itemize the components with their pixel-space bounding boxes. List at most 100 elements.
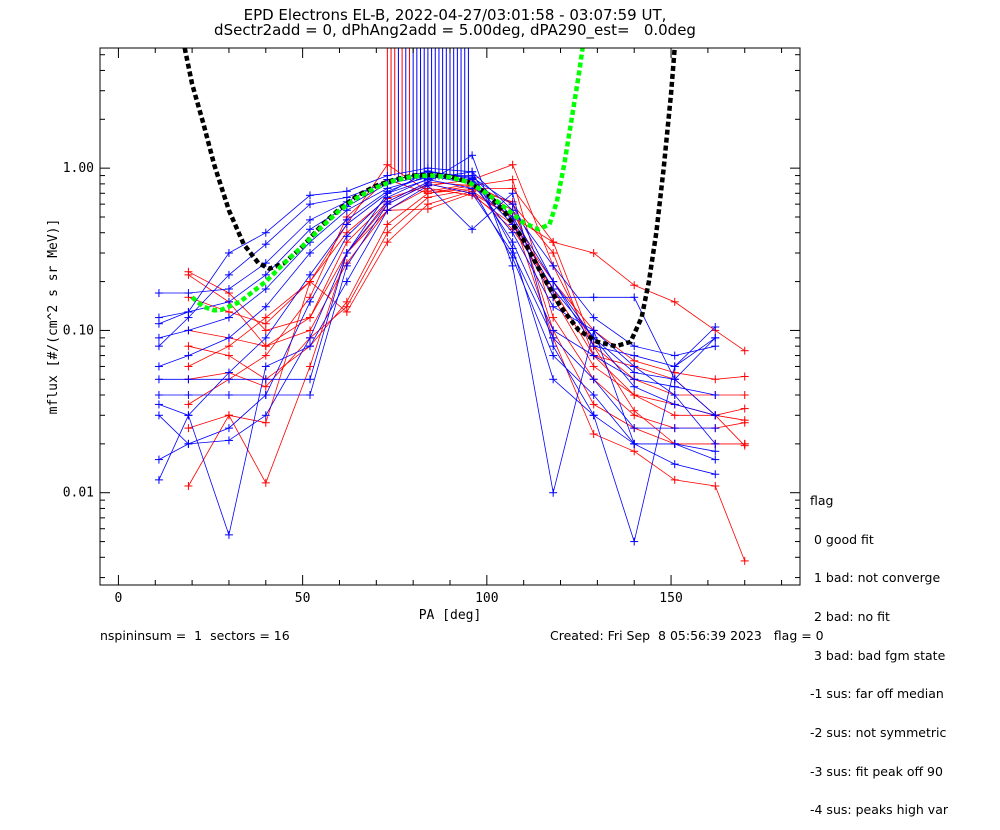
blue-spin-point — [711, 470, 720, 479]
blue-spin-point — [154, 375, 163, 384]
legend-item: 1 bad: not converge — [810, 570, 941, 586]
blue-spin-point — [184, 391, 193, 400]
blue-spin-point — [224, 436, 233, 445]
red-spin-point — [184, 482, 193, 491]
blue-spin-point — [261, 228, 270, 237]
blue-spin-point — [670, 400, 679, 409]
y-tick-label: 0.10 — [63, 323, 94, 338]
blue-spin-point — [549, 351, 558, 360]
red-spin-point — [740, 556, 749, 565]
chart-title-line2: dSectr2add = 0, dPhAng2add = 5.00deg, dP… — [214, 21, 696, 39]
red-spin-point — [508, 160, 517, 169]
blue-spin-point — [549, 326, 558, 335]
red-spin-point — [261, 342, 270, 351]
blue-spin-point — [306, 391, 314, 400]
blue-spin-point — [342, 249, 351, 258]
red-spin-point — [740, 416, 749, 425]
blue-spin-point — [261, 285, 270, 294]
blue-spin-point — [670, 439, 679, 448]
blue-spin-point — [423, 167, 432, 176]
red-spin-point — [383, 220, 392, 229]
blue-spin-point — [224, 424, 233, 433]
red-spin-point — [184, 270, 193, 279]
blue-spin-point — [670, 382, 679, 391]
blue-spin-point — [589, 391, 598, 400]
red-spin-line — [188, 164, 745, 396]
blue-spin-point — [306, 333, 314, 342]
blue-spin-point — [549, 261, 558, 270]
blue-spin-point — [342, 220, 351, 229]
blue-spin-point — [154, 391, 163, 400]
blue-spin-point — [154, 411, 163, 420]
blue-spin-point — [508, 244, 517, 253]
red-spin-point — [630, 391, 639, 400]
legend-item: 0 good fit — [810, 531, 874, 547]
red-spin-point — [508, 175, 517, 184]
blue-spin-point — [224, 530, 233, 539]
blue-spin-line — [158, 176, 716, 396]
y-tick-label: 1.00 — [63, 161, 94, 176]
red-spin-point — [630, 406, 639, 415]
blue-spin-point — [670, 351, 679, 360]
spike-lines — [386, 48, 469, 180]
red-spin-point — [306, 313, 314, 322]
blue-spin-point — [261, 333, 270, 342]
legend-item: -3 sus: fit peak off 90 — [810, 763, 943, 779]
blue-spin-point — [383, 197, 392, 206]
blue-spin-point — [306, 200, 314, 209]
blue-spin-point — [589, 313, 598, 322]
blue-spin-point — [670, 460, 679, 469]
footer-left: nspininsum = 1 sectors = 16 — [100, 628, 290, 643]
blue-spin-point — [306, 249, 314, 258]
blue-spin-point — [549, 277, 558, 286]
legend-item: -2 sus: not symmetric — [810, 725, 947, 741]
red-spin-point — [549, 238, 558, 247]
blue-spin-point — [711, 447, 720, 456]
blue-spin-point — [224, 285, 233, 294]
blue-spin-point — [261, 362, 270, 371]
series-layer — [154, 151, 749, 565]
blue-spin-point — [224, 333, 233, 342]
pitch-angle-chart: 0 50 100 150 0.01 0.10 1.00 PA [deg] mflux [#/(c… — [46, 47, 801, 623]
blue-spin-line — [158, 183, 716, 429]
red-spin-point — [589, 400, 598, 409]
blue-spin-point — [549, 342, 558, 351]
blue-spin-point — [549, 333, 558, 342]
blue-spin-point — [589, 342, 598, 351]
blue-spin-point — [184, 351, 193, 360]
blue-spin-point — [154, 400, 163, 409]
red-spin-point — [261, 382, 270, 391]
blue-spin-point — [154, 333, 163, 342]
blue-spin-point — [711, 411, 720, 420]
blue-spin-point — [630, 439, 639, 448]
y-tick-label: 0.01 — [63, 486, 94, 501]
blue-spin-point — [549, 488, 558, 497]
red-spin-point — [383, 160, 392, 169]
blue-spin-line — [158, 167, 716, 357]
blue-spin-point — [184, 326, 193, 335]
blue-spin-point — [711, 391, 720, 400]
blue-spin-point — [630, 293, 639, 302]
blue-spin-point — [711, 333, 720, 342]
blue-spin-point — [342, 277, 351, 286]
blue-spin-point — [670, 424, 679, 433]
blue-spin-point — [342, 193, 351, 202]
red-spin-point — [740, 439, 749, 448]
blue-spin-point — [711, 439, 720, 448]
blue-spin-point — [184, 411, 193, 420]
red-spin-point — [589, 249, 598, 258]
blue-spin-point — [508, 261, 517, 270]
blue-spin-point — [261, 391, 270, 400]
x-axis-label: PA [deg] — [419, 608, 482, 623]
red-spin-line — [188, 187, 745, 380]
blue-spin-point — [261, 240, 270, 249]
blue-spin-point — [224, 375, 233, 384]
red-spin-point — [261, 351, 270, 360]
red-spin-point — [670, 475, 679, 484]
red-spin-point — [224, 351, 233, 360]
blue-spin-line — [158, 171, 716, 380]
blue-spin-point — [423, 181, 432, 190]
red-spin-point — [630, 447, 639, 456]
red-spin-point — [224, 411, 233, 420]
x-tick-label: 0 — [115, 591, 123, 606]
